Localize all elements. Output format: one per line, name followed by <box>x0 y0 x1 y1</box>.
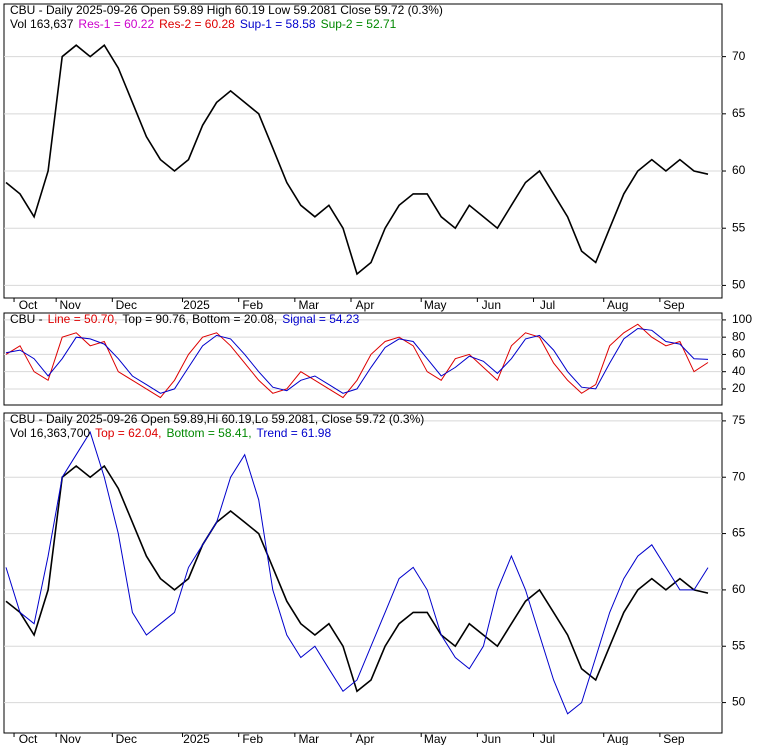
x-tick-label: Dec <box>116 298 137 312</box>
series-line <box>5 44 709 276</box>
x-tick-label: Sep <box>663 298 685 312</box>
x-tick-label: Feb <box>242 298 263 312</box>
header-text: Vol 163,637 <box>10 17 74 31</box>
x-tick-label: May <box>424 298 447 312</box>
header-text: Trend = 61.98 <box>257 426 332 440</box>
header-text: Vol 16,363,700 <box>10 426 90 440</box>
panel-frame <box>3 3 723 299</box>
header-line: Vol 16,363,700 Top = 62.04, Bottom = 58.41… <box>10 426 331 440</box>
x-tick-label: Aug <box>607 298 628 312</box>
x-tick-label: Jul <box>540 732 555 745</box>
y-tick-label: 70 <box>732 49 746 63</box>
x-tick-label: Sep <box>663 732 685 745</box>
series-line <box>5 464 709 693</box>
header-text: CBU - Daily 2025-09-26 Open 59.89 High 6… <box>10 3 443 17</box>
header-line: CBU - Daily 2025-09-26 Open 59.89,Hi 60.… <box>10 412 424 426</box>
header-text: Sup-1 = 58.58 <box>240 17 316 31</box>
x-tick-label: Jul <box>540 298 555 312</box>
x-tick-label: Oct <box>19 298 38 312</box>
y-tick-label: 65 <box>732 106 746 120</box>
x-tick-label: May <box>424 732 447 745</box>
header-text: CBU - <box>10 312 43 326</box>
x-tick-label: Nov <box>59 732 80 745</box>
y-tick-label: 60 <box>732 582 746 596</box>
x-tick-label: Jun <box>482 732 501 745</box>
x-tick-label: Oct <box>19 732 38 745</box>
series-line <box>5 327 709 394</box>
x-tick-label: Mar <box>299 298 320 312</box>
series-line <box>5 431 709 715</box>
x-tick-label: 2025 <box>183 732 210 745</box>
y-tick-label: 55 <box>732 220 746 234</box>
panel-frame <box>3 312 723 406</box>
x-tick-label: Mar <box>299 732 320 745</box>
y-tick-label: 55 <box>732 638 746 652</box>
y-tick-label: 20 <box>732 381 746 395</box>
header-line: CBU - Daily 2025-09-26 Open 59.89 High 6… <box>10 3 443 17</box>
y-tick-label: 65 <box>732 526 746 540</box>
y-tick-label: 70 <box>732 469 746 483</box>
header-text: Signal = 54.23 <box>282 312 359 326</box>
x-tick-label: Aug <box>607 732 628 745</box>
header-text: Bottom = 58.41, <box>166 426 251 440</box>
header-text: CBU - Daily 2025-09-26 Open 59.89,Hi 60.… <box>10 412 424 426</box>
x-tick-label: Nov <box>59 298 80 312</box>
x-tick-label: Apr <box>356 732 375 745</box>
header-text: Top = 62.04, <box>95 426 161 440</box>
x-tick-label: Dec <box>116 732 137 745</box>
header-line: Vol 163,637 Res-1 = 60.22 Res-2 = 60.28 Sup… <box>10 17 397 31</box>
x-tick-label: Feb <box>242 732 263 745</box>
header-text: Res-1 = 60.22 <box>78 17 154 31</box>
series-line <box>5 323 709 399</box>
x-tick-label: Jun <box>482 298 501 312</box>
y-tick-label: 60 <box>732 163 746 177</box>
y-tick-label: 50 <box>732 278 746 292</box>
header-text: Line = 50.70, <box>48 312 118 326</box>
x-tick-label: Apr <box>356 298 375 312</box>
y-tick-label: 50 <box>732 695 746 709</box>
header-text: Sup-2 = 52.71 <box>321 17 397 31</box>
panel-frame <box>3 412 723 734</box>
y-tick-label: 60 <box>732 347 746 361</box>
y-tick-label: 100 <box>732 312 752 326</box>
header-line: CBU - Line = 50.70, Top = 90.76, Bottom = … <box>10 312 360 326</box>
header-text: Res-2 = 60.28 <box>159 17 235 31</box>
y-tick-label: 80 <box>732 329 746 343</box>
x-tick-label: 2025 <box>183 298 210 312</box>
header-text: Top = 90.76, Bottom = 20.08, <box>122 312 277 326</box>
y-tick-label: 75 <box>732 413 746 427</box>
y-tick-label: 40 <box>732 364 746 378</box>
